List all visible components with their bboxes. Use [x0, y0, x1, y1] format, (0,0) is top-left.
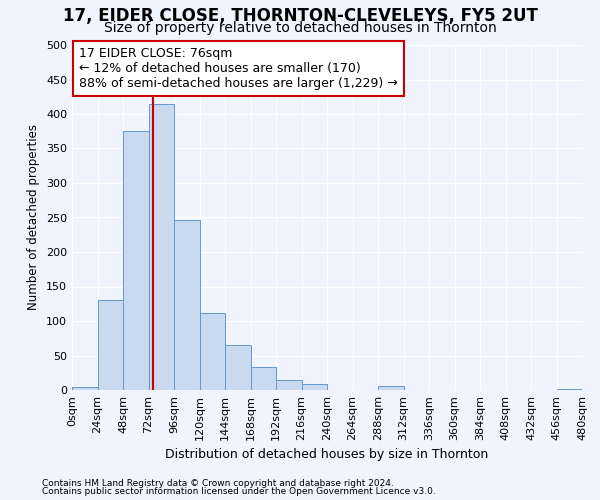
Bar	[149, 104, 174, 390]
Y-axis label: Number of detached properties: Number of detached properties	[28, 124, 40, 310]
Bar	[557, 388, 582, 390]
Text: Size of property relative to detached houses in Thornton: Size of property relative to detached ho…	[104, 21, 496, 35]
Bar	[174, 220, 199, 390]
Bar	[123, 131, 149, 390]
Bar	[72, 386, 97, 390]
Text: 17 EIDER CLOSE: 76sqm
← 12% of detached houses are smaller (170)
88% of semi-det: 17 EIDER CLOSE: 76sqm ← 12% of detached …	[79, 47, 398, 90]
X-axis label: Distribution of detached houses by size in Thornton: Distribution of detached houses by size …	[166, 448, 488, 462]
Text: 17, EIDER CLOSE, THORNTON-CLEVELEYS, FY5 2UT: 17, EIDER CLOSE, THORNTON-CLEVELEYS, FY5…	[62, 8, 538, 26]
Bar	[225, 345, 251, 390]
Bar	[302, 384, 327, 390]
Text: Contains public sector information licensed under the Open Government Licence v3: Contains public sector information licen…	[42, 487, 436, 496]
Text: Contains HM Land Registry data © Crown copyright and database right 2024.: Contains HM Land Registry data © Crown c…	[42, 478, 394, 488]
Bar	[276, 380, 302, 390]
Bar	[378, 386, 404, 390]
Bar	[199, 312, 225, 390]
Bar	[251, 367, 276, 390]
Bar	[97, 300, 123, 390]
